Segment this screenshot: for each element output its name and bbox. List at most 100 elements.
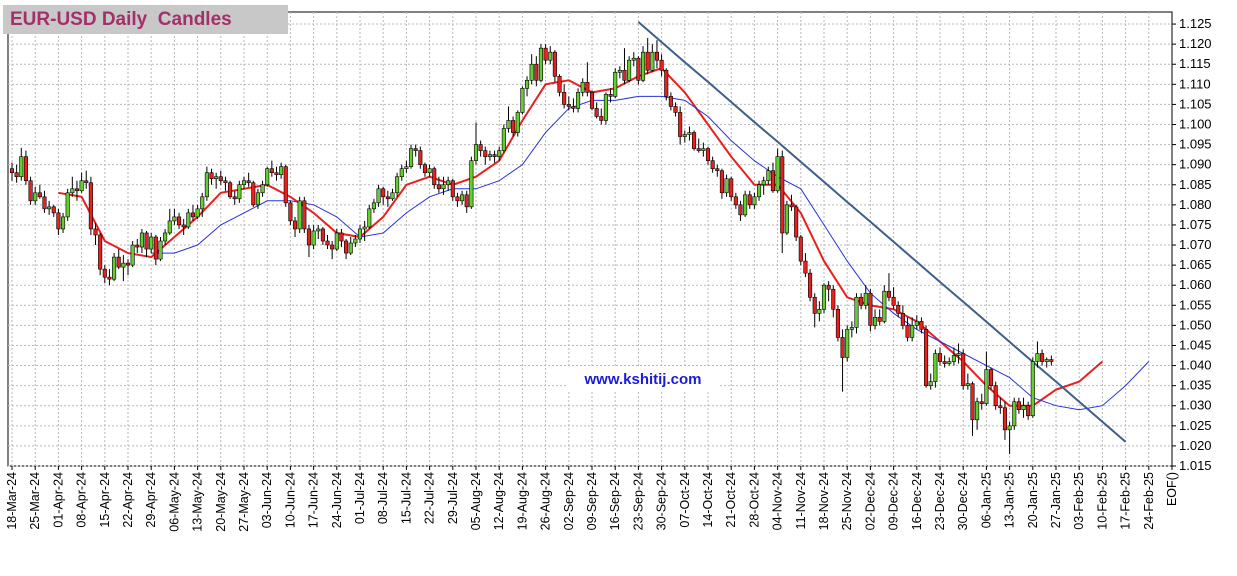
candle-body <box>339 232 344 242</box>
candle-body <box>803 260 808 274</box>
candle-body <box>557 75 562 93</box>
x-tick-label: 02-Dec-24 <box>863 472 877 530</box>
candle-body <box>88 182 93 230</box>
x-tick-label: 03-Feb-25 <box>1072 472 1086 530</box>
candle-body <box>302 200 307 230</box>
candle-body <box>144 232 149 250</box>
x-tick-label: 14-Oct-24 <box>701 472 715 528</box>
y-tick-label: 1.030 <box>1179 398 1212 413</box>
candle-body <box>924 329 929 386</box>
x-tick-label: 01-Jul-24 <box>353 472 367 524</box>
candle-body <box>371 202 376 210</box>
x-tick-label: 19-Aug-24 <box>515 472 529 530</box>
candle-body <box>23 156 28 182</box>
candle-body <box>710 160 715 169</box>
candle-body <box>585 82 590 93</box>
candle-body <box>668 96 673 107</box>
candle-body <box>218 176 223 182</box>
x-tick-label: 29-Apr-24 <box>144 472 158 528</box>
x-tick-label: 18-Nov-24 <box>817 472 831 530</box>
candle-body <box>756 184 762 198</box>
candle-body <box>789 204 794 208</box>
candle-body <box>817 309 822 314</box>
candle-body <box>93 228 98 236</box>
candle-body <box>548 51 553 61</box>
candle-body <box>344 240 349 254</box>
candle-body <box>190 212 196 218</box>
candle-body <box>854 296 859 328</box>
candle-body <box>599 116 604 121</box>
candle-body <box>130 244 135 266</box>
x-tick-label: 26-Aug-24 <box>539 472 553 530</box>
candle-body <box>436 184 441 190</box>
candle-body <box>659 59 664 71</box>
candle-body <box>501 128 506 151</box>
candle-body <box>1049 359 1054 362</box>
x-tick-label: 02-Sep-24 <box>562 472 576 530</box>
x-tick-label: 01-Apr-24 <box>51 472 65 528</box>
x-tick-label: 23-Sep-24 <box>631 472 645 530</box>
x-tick-label: 20-May-24 <box>214 472 228 532</box>
candle-body <box>738 204 743 216</box>
candle-body <box>1002 407 1007 431</box>
candle-body <box>51 206 56 214</box>
candle-body <box>163 232 168 242</box>
candle-body <box>181 224 186 228</box>
candle-body <box>330 244 335 250</box>
candle-body <box>177 216 182 226</box>
candle-body <box>933 353 938 382</box>
x-tick-label: 18-Mar-24 <box>5 472 19 530</box>
candle-body <box>297 200 302 230</box>
y-tick-label: 1.045 <box>1179 337 1212 352</box>
candle-body <box>914 321 919 326</box>
candle-body <box>265 168 270 186</box>
candle-body <box>14 172 19 178</box>
candle-body <box>121 262 126 268</box>
candle-body <box>845 329 850 358</box>
x-tick-label: 17-Jun-24 <box>307 472 321 528</box>
candle-body <box>692 132 697 149</box>
x-tick-label: 05-Aug-24 <box>469 472 483 530</box>
x-tick-label: 16-Sep-24 <box>608 472 622 530</box>
x-tick-label: 22-Apr-24 <box>121 472 135 528</box>
candle-body <box>636 57 641 81</box>
candle-body <box>279 166 284 176</box>
x-tick-label: 27-Jan-25 <box>1049 472 1063 528</box>
candle-body <box>794 206 799 238</box>
candle-body <box>594 108 599 117</box>
x-tick-label: 04-Nov-24 <box>771 472 785 530</box>
candle-body <box>195 208 200 218</box>
candle-body <box>580 82 585 93</box>
y-tick-label: 1.110 <box>1179 76 1211 91</box>
candle-body <box>204 172 209 198</box>
candle-body <box>566 104 571 107</box>
y-tick-label: 1.035 <box>1179 378 1212 393</box>
candle-body <box>478 144 483 151</box>
x-tick-label: 23-Dec-24 <box>933 472 947 530</box>
x-tick-label: 09-Dec-24 <box>887 472 901 530</box>
candle-body <box>9 168 15 174</box>
candle-body <box>562 92 567 105</box>
y-tick-label: 1.115 <box>1179 56 1211 71</box>
candle-body <box>200 196 205 210</box>
y-tick-label: 1.070 <box>1179 237 1212 252</box>
candle-body <box>149 236 154 250</box>
candle-body <box>167 220 172 234</box>
y-tick-label: 1.105 <box>1179 96 1212 111</box>
candle-body <box>102 268 107 278</box>
candle-body <box>863 292 868 306</box>
candle-body <box>74 188 80 192</box>
candle-body <box>589 92 595 109</box>
candle-body <box>395 176 400 194</box>
candle-body <box>543 47 548 61</box>
candle-body <box>367 208 372 228</box>
y-tick-label: 1.085 <box>1179 177 1212 192</box>
candle-body <box>538 47 543 81</box>
candle-body <box>1030 361 1035 417</box>
candle-body <box>872 317 878 326</box>
candle-body <box>719 170 724 194</box>
candle-body <box>988 369 994 386</box>
candles <box>9 38 1054 454</box>
candle-body <box>255 192 260 206</box>
